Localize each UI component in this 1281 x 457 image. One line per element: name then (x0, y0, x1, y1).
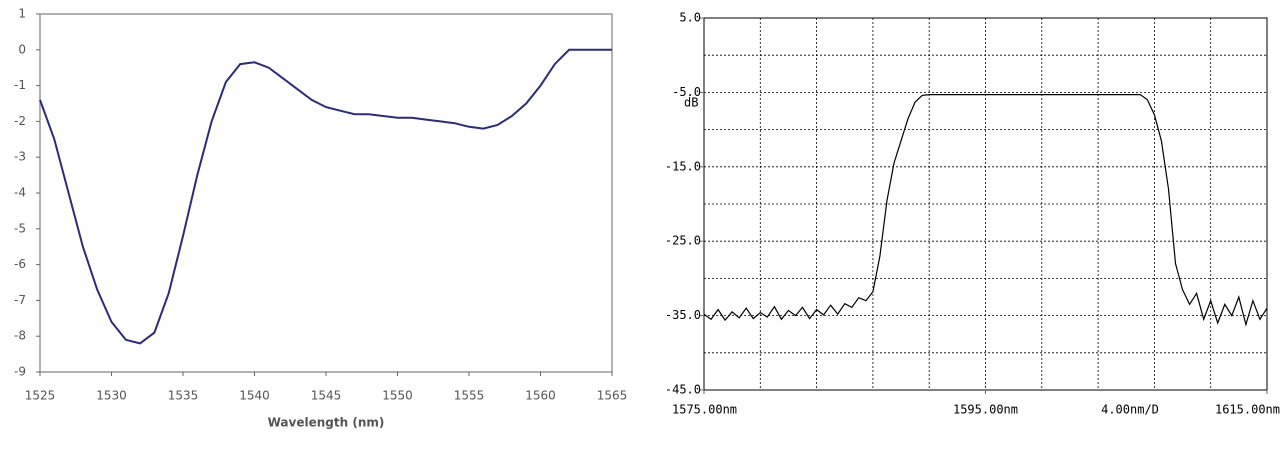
x-tick-label: 1575.00nm (672, 403, 737, 417)
x-tick-label: 1545 (311, 389, 342, 403)
y-tick-label: -25.0 (665, 234, 701, 248)
scale-annotation: 4.00nm/D (1101, 403, 1159, 417)
y-tick-label: -45.0 (665, 383, 701, 397)
x-tick-label: 1595.00nm (953, 403, 1018, 417)
x-tick-label: 1530 (96, 389, 127, 403)
data-line (39, 48, 612, 345)
y-unit-label: dB (684, 96, 698, 110)
y-tick-label: -5.0 (672, 85, 701, 99)
y-tick-label: 1 (18, 7, 26, 21)
y-tick-label: -2 (14, 114, 26, 128)
y-tick-label: -1 (14, 78, 26, 92)
y-tick-label: 0 (18, 42, 26, 56)
y-tick-label: -15.0 (665, 159, 701, 173)
y-tick-label: -6 (14, 257, 26, 271)
y-tick-label: 5.0 (679, 11, 701, 25)
y-tick-label: -7 (14, 293, 26, 307)
y-tick-label: -35.0 (665, 308, 701, 322)
x-axis-label: Wavelength (nm) (268, 416, 385, 430)
x-tick-label: 1615.00nm (1215, 403, 1280, 417)
x-tick-label: 1540 (239, 389, 270, 403)
x-tick-label: 1555 (454, 389, 485, 403)
y-tick-label: -4 (14, 186, 26, 200)
y-tick-label: -5 (14, 221, 26, 235)
x-tick-label: 1550 (382, 389, 413, 403)
y-tick-label: -8 (14, 329, 26, 343)
x-tick-label: 1525 (25, 389, 56, 403)
plot-frame (39, 13, 613, 373)
x-tick-label: 1560 (525, 389, 556, 403)
x-tick-label: 1565 (597, 389, 628, 403)
x-tick-label: 1535 (168, 389, 199, 403)
right-chart: dB 4.00nm/D 5.0 -5.0 -15.0 -25.0 -35.0 -45.0 1… (665, 11, 1280, 417)
left-chart: Wavelength (nm) 1 0 -1 -2 -3 -4 -5 -6 -7 -8 -9 1525… (14, 7, 627, 430)
y-tick-label: -9 (14, 365, 26, 379)
y-tick-label: -3 (14, 150, 26, 164)
data-line (703, 94, 1268, 327)
